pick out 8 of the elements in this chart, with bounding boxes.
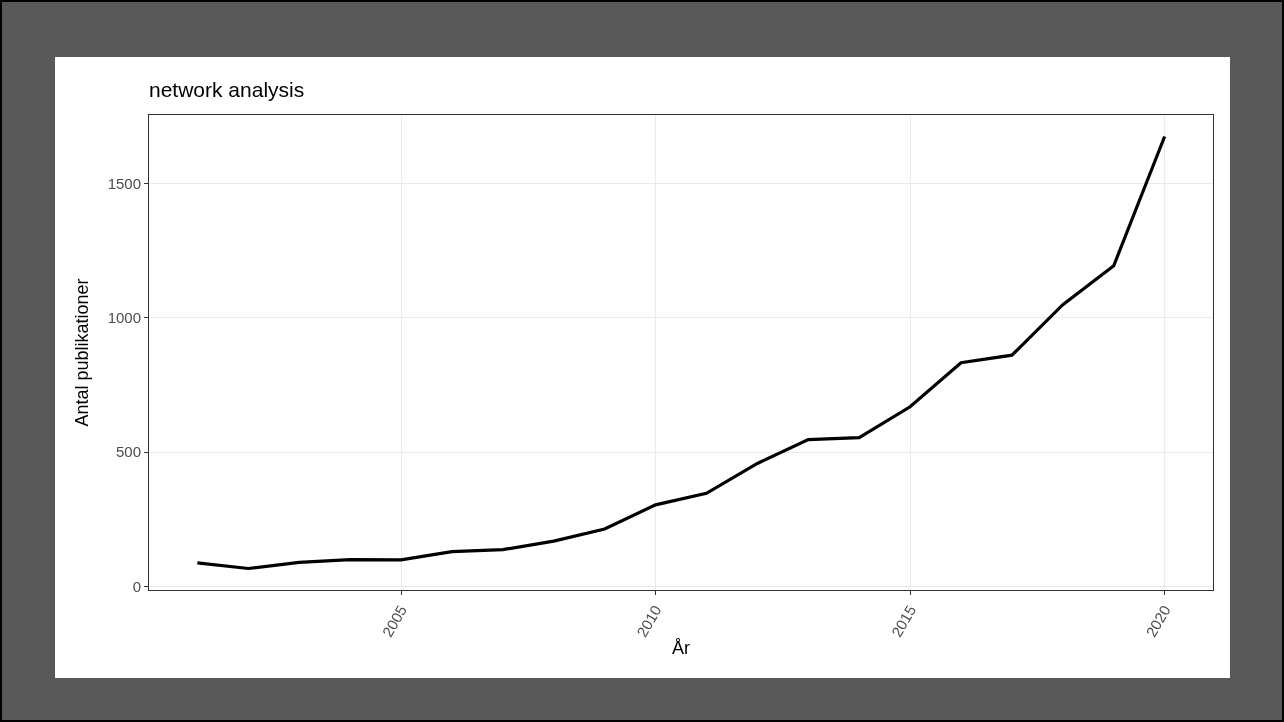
- line-series: [195, 134, 1167, 571]
- y-axis-title: Antal publikationer: [71, 278, 92, 427]
- y-tick-label: 0: [132, 577, 141, 595]
- x-axis-title: År: [672, 637, 691, 658]
- y-tick-label: 1000: [107, 309, 141, 327]
- y-tick-label: 1500: [107, 174, 141, 192]
- y-tick-label: 500: [115, 443, 141, 461]
- chart-title: network analysis: [149, 78, 305, 101]
